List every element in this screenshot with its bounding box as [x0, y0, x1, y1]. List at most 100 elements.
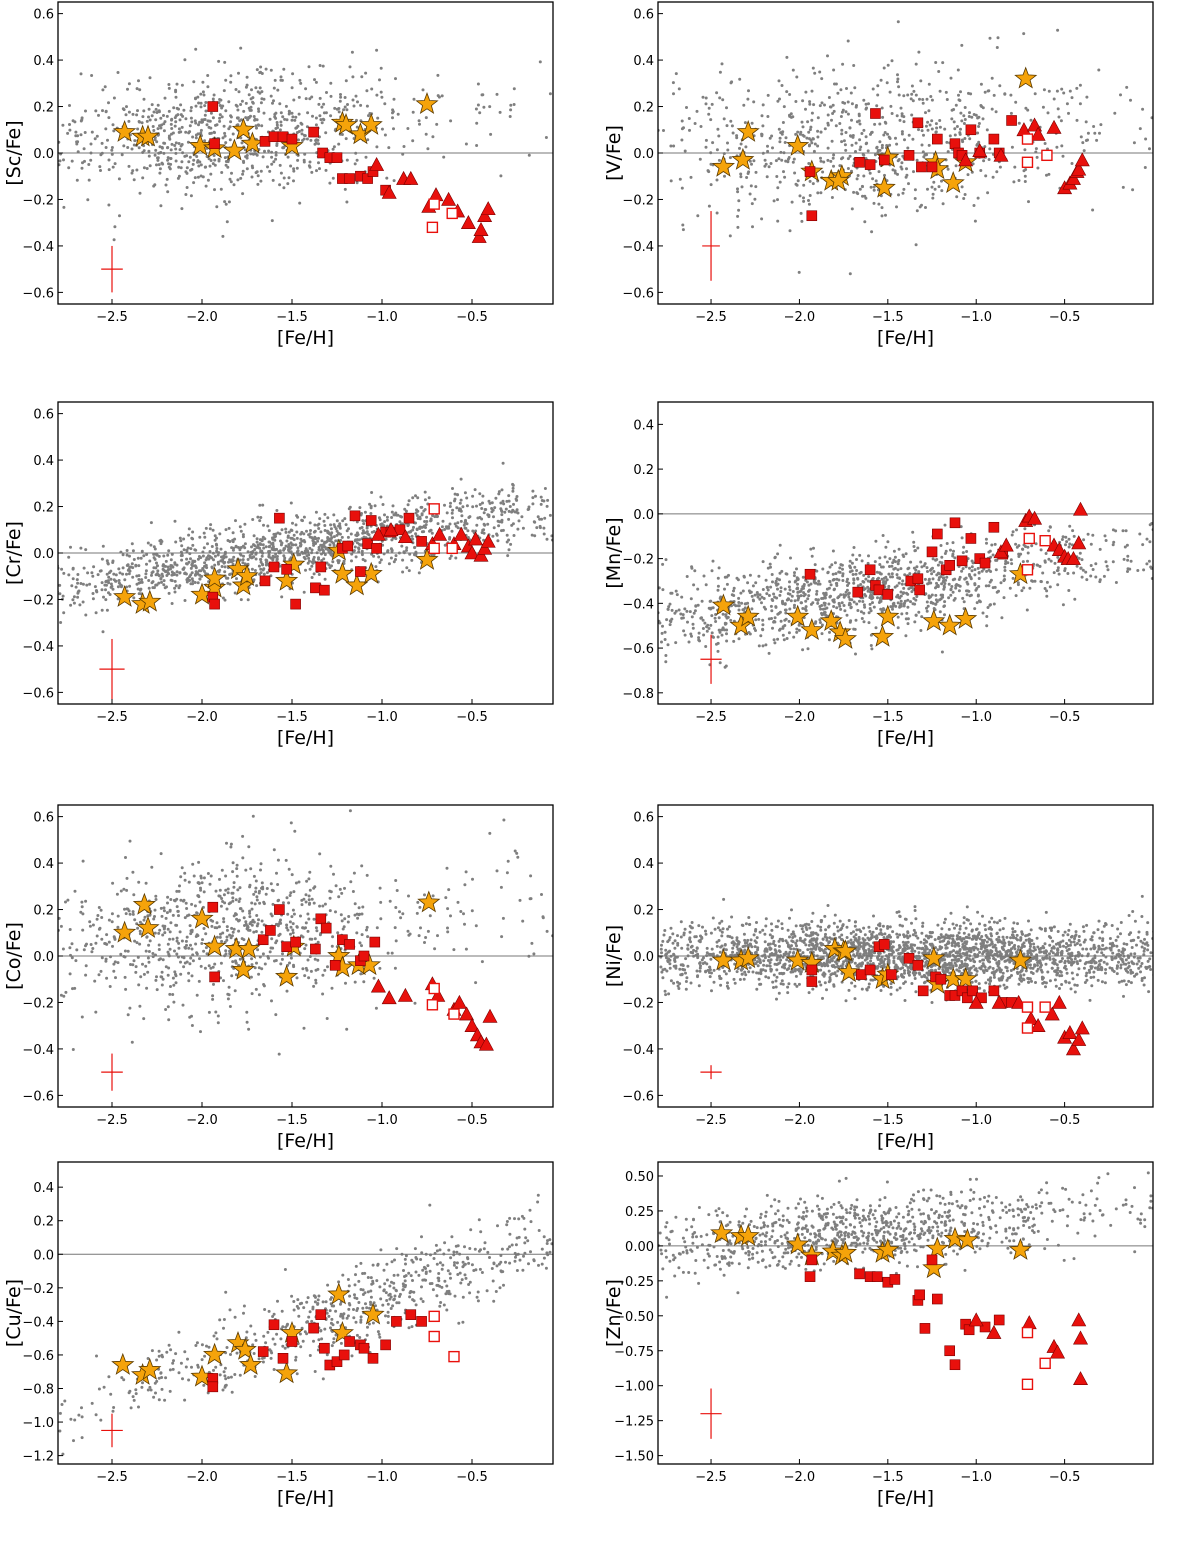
background-point	[917, 128, 920, 132]
background-point	[914, 62, 918, 66]
background-point	[765, 585, 769, 589]
background-point	[376, 116, 380, 120]
series-star	[711, 66, 1038, 198]
background-point	[245, 83, 249, 87]
background-point	[256, 182, 260, 186]
background-point	[855, 177, 859, 181]
background-point	[135, 113, 139, 117]
background-point	[924, 111, 927, 115]
background-point	[838, 566, 842, 570]
background-point	[426, 147, 430, 151]
background-point	[726, 141, 729, 145]
background-point	[770, 609, 774, 613]
background-point	[855, 558, 858, 561]
background-point	[767, 594, 771, 597]
background-point	[70, 159, 74, 163]
background-point	[213, 554, 217, 558]
background-point	[895, 114, 899, 118]
background-point	[949, 548, 952, 552]
background-point	[972, 204, 976, 207]
background-point	[292, 98, 296, 102]
background-point	[789, 599, 793, 603]
background-point	[906, 598, 910, 602]
background-point	[854, 141, 858, 145]
background-point	[715, 211, 719, 215]
background-point	[845, 87, 848, 90]
data-point	[932, 133, 943, 145]
background-point	[1060, 87, 1064, 91]
background-point	[1142, 568, 1146, 572]
background-point	[163, 586, 167, 590]
background-point	[380, 127, 384, 131]
background-point	[869, 590, 872, 594]
background-point	[202, 546, 206, 550]
background-point	[313, 560, 317, 564]
background-point	[1021, 547, 1024, 551]
data-point	[280, 133, 304, 156]
background-point	[849, 134, 853, 138]
background-point	[418, 526, 422, 529]
background-point	[891, 561, 895, 565]
background-point	[1049, 559, 1053, 563]
background-point	[474, 924, 478, 928]
background-point	[160, 145, 164, 149]
data-point	[383, 522, 399, 537]
background-point	[314, 116, 318, 120]
background-point	[312, 555, 316, 559]
background-point	[858, 138, 862, 142]
background-point	[279, 123, 283, 127]
panel-sc-fe: −2.5 −2.0 −1.5 −1.0 −0.5 −0.6 −0.4 −0.2 0.0 0.2 0.…	[0, 0, 600, 364]
background-point	[888, 565, 891, 568]
background-point	[976, 131, 980, 135]
background-point	[723, 621, 727, 625]
background-point	[423, 520, 427, 523]
background-point	[739, 175, 743, 179]
background-point	[189, 168, 193, 172]
background-point	[167, 549, 171, 553]
background-point	[222, 979, 225, 983]
background-point	[662, 129, 665, 132]
background-point	[75, 140, 79, 144]
background-point	[150, 573, 153, 577]
background-point	[410, 534, 414, 538]
background-point	[316, 138, 320, 142]
background-point	[917, 610, 921, 614]
background-point	[94, 109, 98, 113]
background-point	[224, 78, 228, 82]
background-point	[1114, 581, 1118, 584]
background-point	[900, 114, 904, 118]
background-point	[958, 99, 962, 102]
background-point	[810, 89, 814, 93]
background-point	[1064, 543, 1067, 547]
background-point	[474, 529, 478, 533]
background-point	[863, 605, 867, 609]
background-point	[906, 93, 910, 97]
background-point	[1125, 85, 1129, 89]
background-point	[290, 111, 294, 115]
background-point	[749, 590, 753, 594]
background-point	[62, 571, 66, 575]
background-point	[332, 145, 336, 149]
background-point	[219, 961, 223, 965]
background-point	[1138, 532, 1142, 536]
background-point	[873, 560, 877, 564]
background-point	[788, 588, 792, 592]
background-point	[165, 177, 169, 181]
background-point	[507, 538, 511, 542]
background-point	[830, 118, 833, 122]
data-point	[882, 589, 894, 600]
background-point	[896, 568, 900, 572]
x-tick-label: −1.5	[276, 310, 308, 325]
background-point	[800, 120, 804, 124]
background-points	[58, 46, 552, 242]
background-point	[1000, 616, 1004, 620]
data-point	[972, 143, 988, 157]
background-point	[317, 536, 320, 540]
background-point	[127, 572, 131, 576]
background-point	[896, 626, 900, 630]
background-point	[193, 581, 197, 584]
background-point	[127, 82, 131, 86]
background-point	[223, 60, 227, 64]
background-point	[759, 634, 763, 638]
background-point	[612, 632, 615, 635]
